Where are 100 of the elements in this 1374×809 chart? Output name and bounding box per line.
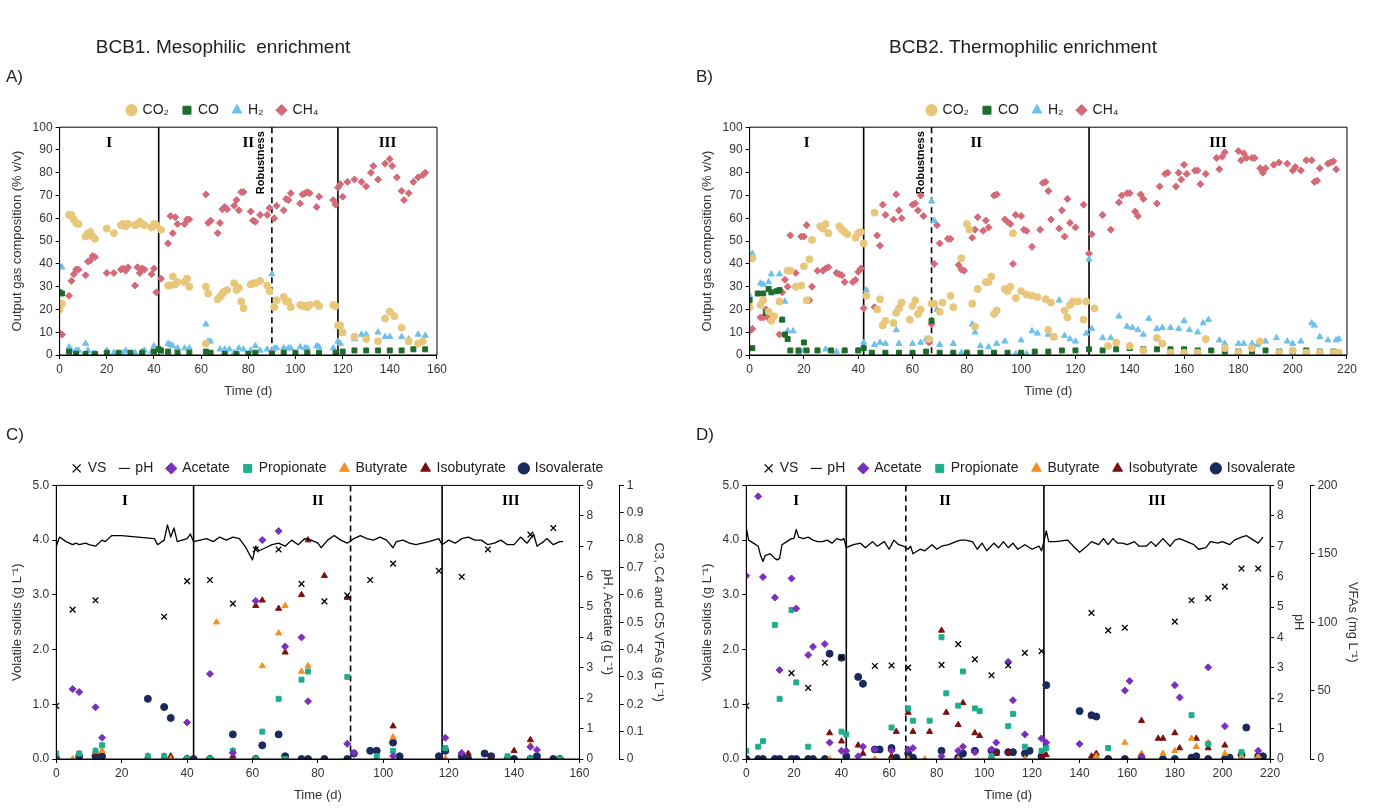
legend-label: Acetate [874, 459, 922, 476]
y-tick-label: 3.0 [32, 587, 50, 602]
y2-tick-label: 0 [586, 751, 594, 766]
x-axis-title: Time (d) [1024, 382, 1073, 398]
x-tick-label: 140 [379, 361, 401, 376]
y-tick-label: 5.0 [722, 477, 740, 492]
y-axis-title: Volatile solids (g L⁻¹) [699, 563, 715, 681]
legend-label: Isovalerate [1226, 459, 1296, 476]
y3-tick-label: 0.6 [626, 587, 644, 602]
y2-tick-label: 2 [1277, 690, 1285, 705]
x-tick-label: 180 [1164, 765, 1186, 780]
y-tick-label: 2.0 [722, 641, 740, 656]
legend-label: H₂ [1047, 101, 1064, 118]
y-tick-label: 0 [735, 347, 743, 362]
y3-tick-label: 0.5 [626, 614, 644, 629]
chart-subtitle: D) [696, 424, 714, 444]
x-tick-label: 20 [100, 361, 114, 376]
annotation: III [502, 492, 520, 509]
legend-label: Isobutyrate [1128, 459, 1199, 476]
y-tick-label: 10 [39, 324, 53, 339]
legend-label: CO₂ [142, 101, 169, 118]
x-tick-label: 200 [1282, 361, 1304, 376]
y-tick-label: 40 [39, 256, 53, 271]
y-tick-label: 70 [729, 187, 743, 202]
annotation: II [242, 134, 255, 151]
x-tick-label: 120 [1065, 361, 1086, 376]
y-tick-label: 60 [729, 210, 743, 225]
x-tick-label: 80 [960, 361, 974, 376]
x-tick-label: 140 [1119, 361, 1141, 376]
x-tick-label: 80 [311, 765, 325, 780]
y-tick-label: 30 [729, 278, 743, 293]
x-tick-label: 120 [1021, 765, 1043, 780]
annotation: III [1148, 492, 1166, 509]
y-tick-label: 5.0 [32, 477, 50, 492]
y-tick-label: 3.0 [722, 587, 740, 602]
x-tick-label: 60 [194, 361, 209, 376]
y-tick-label: 50 [39, 233, 53, 248]
legend-label: Propionate [258, 459, 327, 476]
x-tick-label: 180 [1228, 361, 1249, 376]
legend-label: Isovalerate [534, 459, 604, 476]
y2-tick-label: 4 [586, 629, 594, 644]
legend-label: pH [135, 459, 154, 476]
y-tick-label: 1.0 [32, 696, 50, 711]
y2-tick-label: 3 [1277, 660, 1285, 675]
ref-line-label: Robustness [914, 131, 927, 195]
y3-axis-title: VFAs (mg L⁻¹) [1345, 581, 1361, 663]
x-tick-label: 160 [1117, 765, 1138, 780]
x-tick-label: 40 [834, 765, 849, 780]
legend-label: VS [779, 459, 799, 476]
y-tick-label: 100 [722, 119, 743, 134]
annotation: II [312, 492, 324, 509]
legend-label: Isobutyrate [436, 459, 507, 476]
y2-tick-label: 0 [1277, 751, 1285, 766]
y-tick-label: 70 [39, 187, 53, 202]
legend-label: Propionate [950, 459, 1019, 476]
y3-tick-label: 100 [1317, 614, 1338, 629]
y3-tick-label: 0 [626, 751, 634, 766]
x-tick-label: 20 [115, 765, 129, 780]
x-tick-label: 60 [882, 765, 897, 780]
y2-axis-title: pH [1292, 613, 1307, 631]
annotation: I [106, 134, 113, 151]
y3-tick-label: 1 [626, 477, 634, 492]
y-tick-label: 2.0 [32, 641, 50, 656]
x-tick-label: 100 [974, 765, 995, 780]
y-tick-label: 0.0 [32, 751, 50, 766]
x-tick-label: 120 [438, 765, 459, 780]
annotation: I [803, 134, 810, 151]
legend-label: CH₄ [292, 101, 319, 118]
x-tick-label: 220 [1260, 765, 1281, 780]
legend-label: pH [827, 459, 846, 476]
y3-tick-label: 0.7 [626, 559, 644, 574]
x-tick-label: 60 [245, 765, 260, 780]
y2-tick-label: 7 [1277, 538, 1285, 553]
x-tick-label: 220 [1336, 361, 1358, 376]
x-tick-label: 140 [504, 765, 525, 780]
y-tick-label: 0 [45, 347, 53, 362]
chart-title: BCB1. Mesophilic enrichment [95, 35, 351, 57]
legend-label: CO [197, 101, 220, 118]
y-tick-label: 4.0 [722, 532, 740, 547]
y2-axis-title: pH, Acetate (g L⁻¹) [601, 569, 617, 676]
annotation: III [378, 134, 397, 151]
y-axis-title: Volatile solids (g L⁻¹) [9, 563, 25, 681]
annotation: II [970, 134, 983, 151]
y-tick-label: 20 [39, 301, 53, 316]
x-tick-label: 140 [1069, 765, 1090, 780]
annotation: I [793, 492, 800, 509]
y-tick-label: 1.0 [722, 696, 740, 711]
y2-tick-label: 5 [1277, 599, 1285, 614]
x-tick-label: 0 [56, 361, 64, 376]
chart-subtitle: B) [696, 66, 713, 86]
x-tick-label: 80 [930, 765, 944, 780]
x-tick-label: 160 [1174, 361, 1195, 376]
x-tick-label: 0 [746, 361, 754, 376]
x-tick-label: 120 [332, 361, 353, 376]
y-tick-label: 90 [39, 142, 53, 157]
y2-tick-label: 1 [586, 720, 594, 735]
chart-title: BCB2. Thermophilic enrichment [889, 35, 1158, 57]
x-tick-label: 20 [787, 765, 801, 780]
y-tick-label: 60 [39, 210, 53, 225]
y3-tick-label: 0 [1317, 751, 1325, 766]
